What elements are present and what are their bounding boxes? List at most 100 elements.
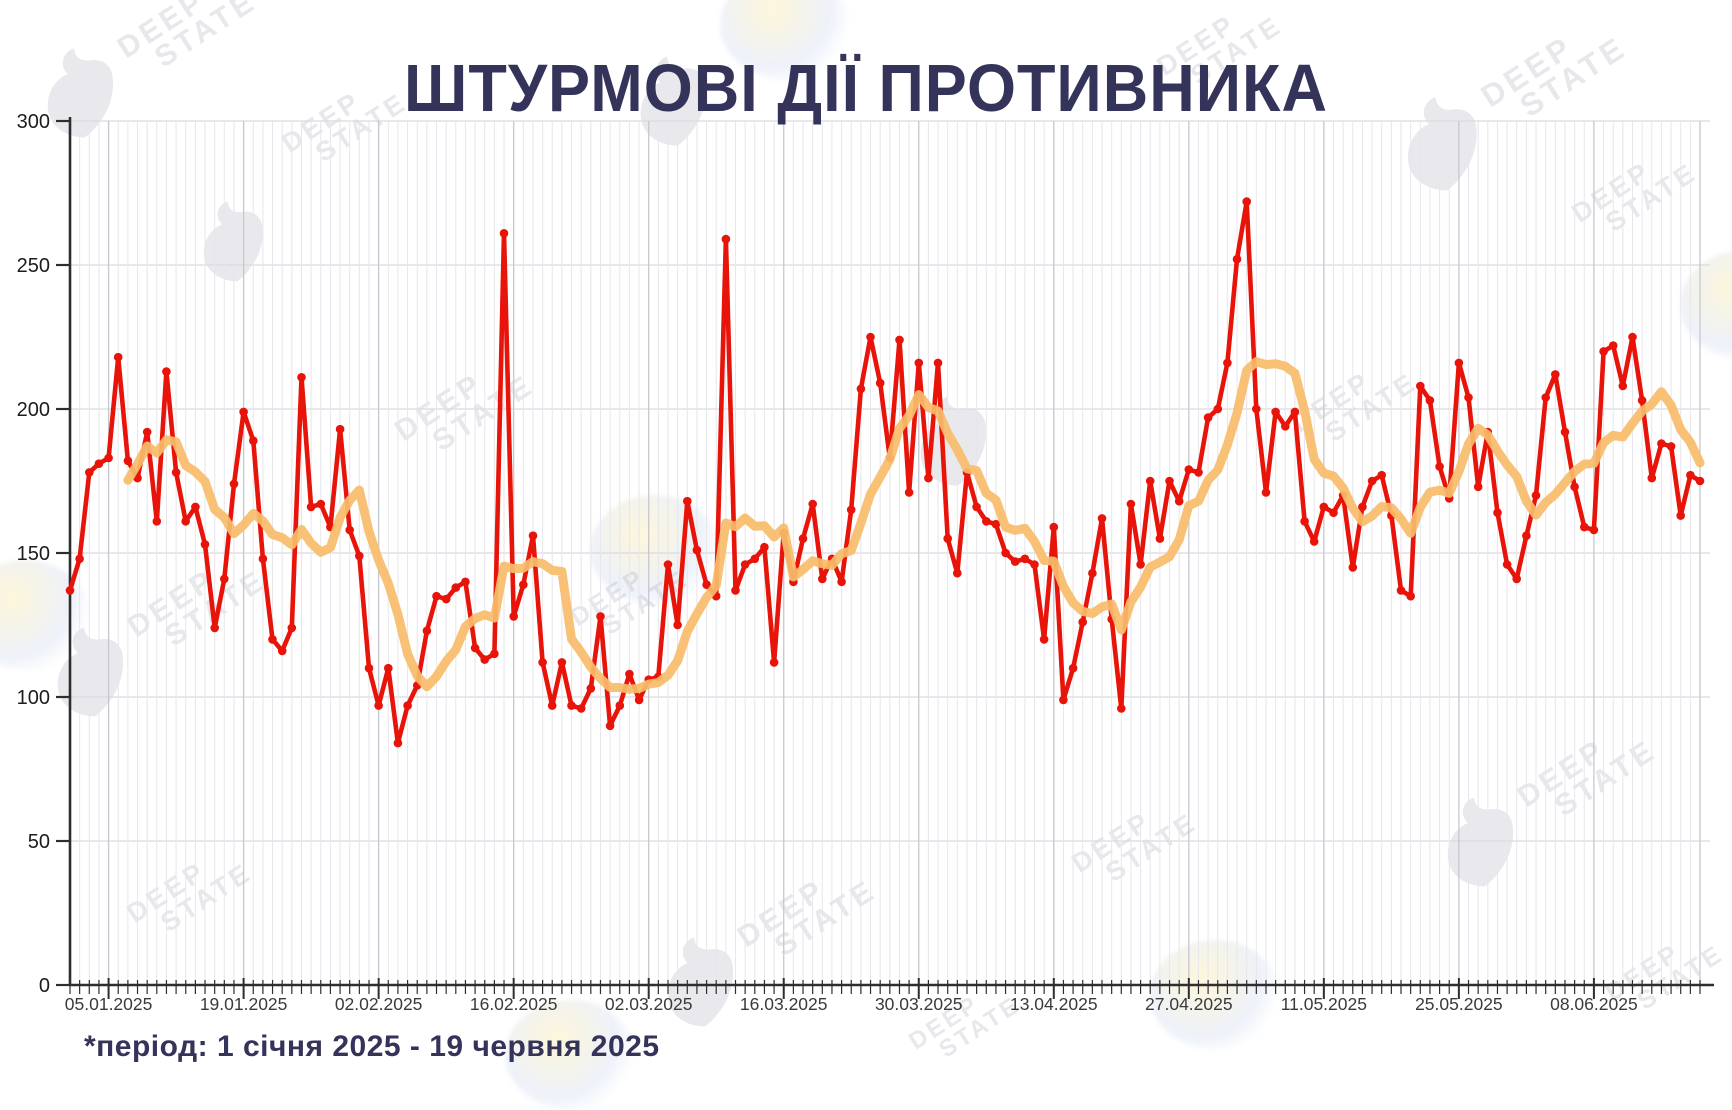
data-point	[1473, 482, 1483, 492]
data-point	[769, 658, 779, 667]
x-axis: 05.01.2025 19.01.2025 02.02.2025 16.02.2025…	[65, 978, 1701, 1014]
data-point	[1097, 514, 1107, 523]
period-footnote: *період: 1 січня 2025 - 19 червня 2025	[84, 1030, 660, 1063]
data-point	[586, 684, 596, 693]
data-point	[1396, 586, 1406, 595]
data-point	[191, 502, 200, 512]
data-point	[306, 502, 316, 512]
data-point	[499, 229, 509, 238]
data-point	[1647, 473, 1657, 483]
data-point	[846, 505, 856, 515]
data-point	[972, 502, 981, 512]
data-point	[1203, 413, 1213, 422]
y-axis-label: 200	[17, 399, 50, 421]
data-point	[1319, 502, 1329, 512]
data-point	[1068, 663, 1078, 673]
data-point	[1039, 635, 1049, 644]
x-axis-label: 11.05.2025	[1281, 994, 1367, 1014]
data-point	[538, 658, 547, 667]
data-point	[355, 551, 364, 561]
data-point	[490, 649, 499, 659]
data-point	[1502, 560, 1512, 569]
data-point	[277, 646, 287, 656]
data-point	[576, 704, 586, 713]
data-point	[1194, 468, 1203, 477]
data-point	[422, 626, 432, 636]
data-point	[1348, 563, 1358, 572]
data-point	[1657, 439, 1666, 448]
data-point	[451, 583, 461, 592]
data-point	[1088, 568, 1097, 578]
data-point	[123, 456, 133, 466]
data-point	[933, 358, 943, 368]
data-point	[1261, 488, 1271, 497]
data-point	[1030, 560, 1039, 569]
data-point	[1695, 476, 1705, 486]
data-point	[393, 738, 403, 748]
data-point	[210, 623, 219, 633]
data-point	[914, 358, 924, 368]
data-point	[1329, 508, 1338, 517]
data-point	[162, 367, 171, 376]
data-point	[740, 560, 750, 569]
data-point	[1078, 617, 1087, 627]
data-point	[615, 701, 625, 710]
data-point	[152, 517, 162, 526]
data-point	[113, 352, 123, 362]
data-point	[866, 332, 875, 342]
data-point	[1531, 491, 1541, 500]
data-point	[1059, 695, 1068, 705]
data-point	[1637, 396, 1647, 405]
data-point	[470, 643, 480, 653]
y-axis-label: 100	[17, 687, 50, 709]
data-point	[1242, 197, 1251, 206]
data-point	[142, 427, 152, 437]
data-point	[94, 459, 104, 469]
data-point	[1223, 358, 1232, 368]
data-point	[1599, 347, 1608, 356]
x-axis-label: 08.06.2025	[1550, 994, 1638, 1014]
data-point	[171, 468, 181, 477]
data-point	[1136, 560, 1145, 569]
data-point	[1213, 404, 1223, 414]
data-point	[345, 525, 355, 535]
data-point	[85, 468, 94, 477]
data-point	[432, 591, 441, 601]
x-axis-label: 30.03.2025	[875, 994, 963, 1014]
data-point	[895, 335, 904, 345]
data-point	[1416, 381, 1425, 391]
data-point	[904, 488, 914, 497]
data-point	[374, 701, 383, 710]
data-point	[702, 580, 711, 589]
data-point	[1589, 525, 1599, 535]
data-point	[596, 612, 605, 621]
data-point	[1184, 465, 1194, 474]
data-point	[384, 663, 393, 673]
data-point	[818, 574, 827, 584]
data-point	[1618, 381, 1628, 391]
data-point	[1464, 393, 1473, 402]
data-point	[65, 586, 75, 595]
data-point	[1686, 470, 1695, 480]
x-axis-label: 02.02.2025	[335, 994, 423, 1014]
data-point	[229, 479, 239, 489]
data-point	[1512, 574, 1521, 584]
series-moving-average	[123, 357, 1705, 694]
data-point	[1580, 522, 1589, 532]
data-point	[239, 407, 248, 417]
chart-title: ШТУРМОВІ ДІЇ ПРОТИВНИКА	[404, 52, 1328, 127]
data-point	[567, 701, 576, 710]
data-point	[1676, 511, 1685, 520]
data-point	[403, 701, 412, 710]
data-point	[1493, 508, 1502, 517]
x-axis-label: 27.04.2025	[1145, 994, 1233, 1014]
data-point	[1551, 370, 1560, 379]
data-point	[1165, 476, 1174, 486]
data-point	[798, 534, 808, 543]
data-point	[258, 554, 268, 564]
data-point	[605, 721, 615, 731]
data-point	[634, 695, 644, 705]
data-point	[1541, 393, 1550, 402]
y-axis-label: 50	[28, 831, 50, 853]
x-axis-label: 02.03.2025	[605, 994, 693, 1014]
